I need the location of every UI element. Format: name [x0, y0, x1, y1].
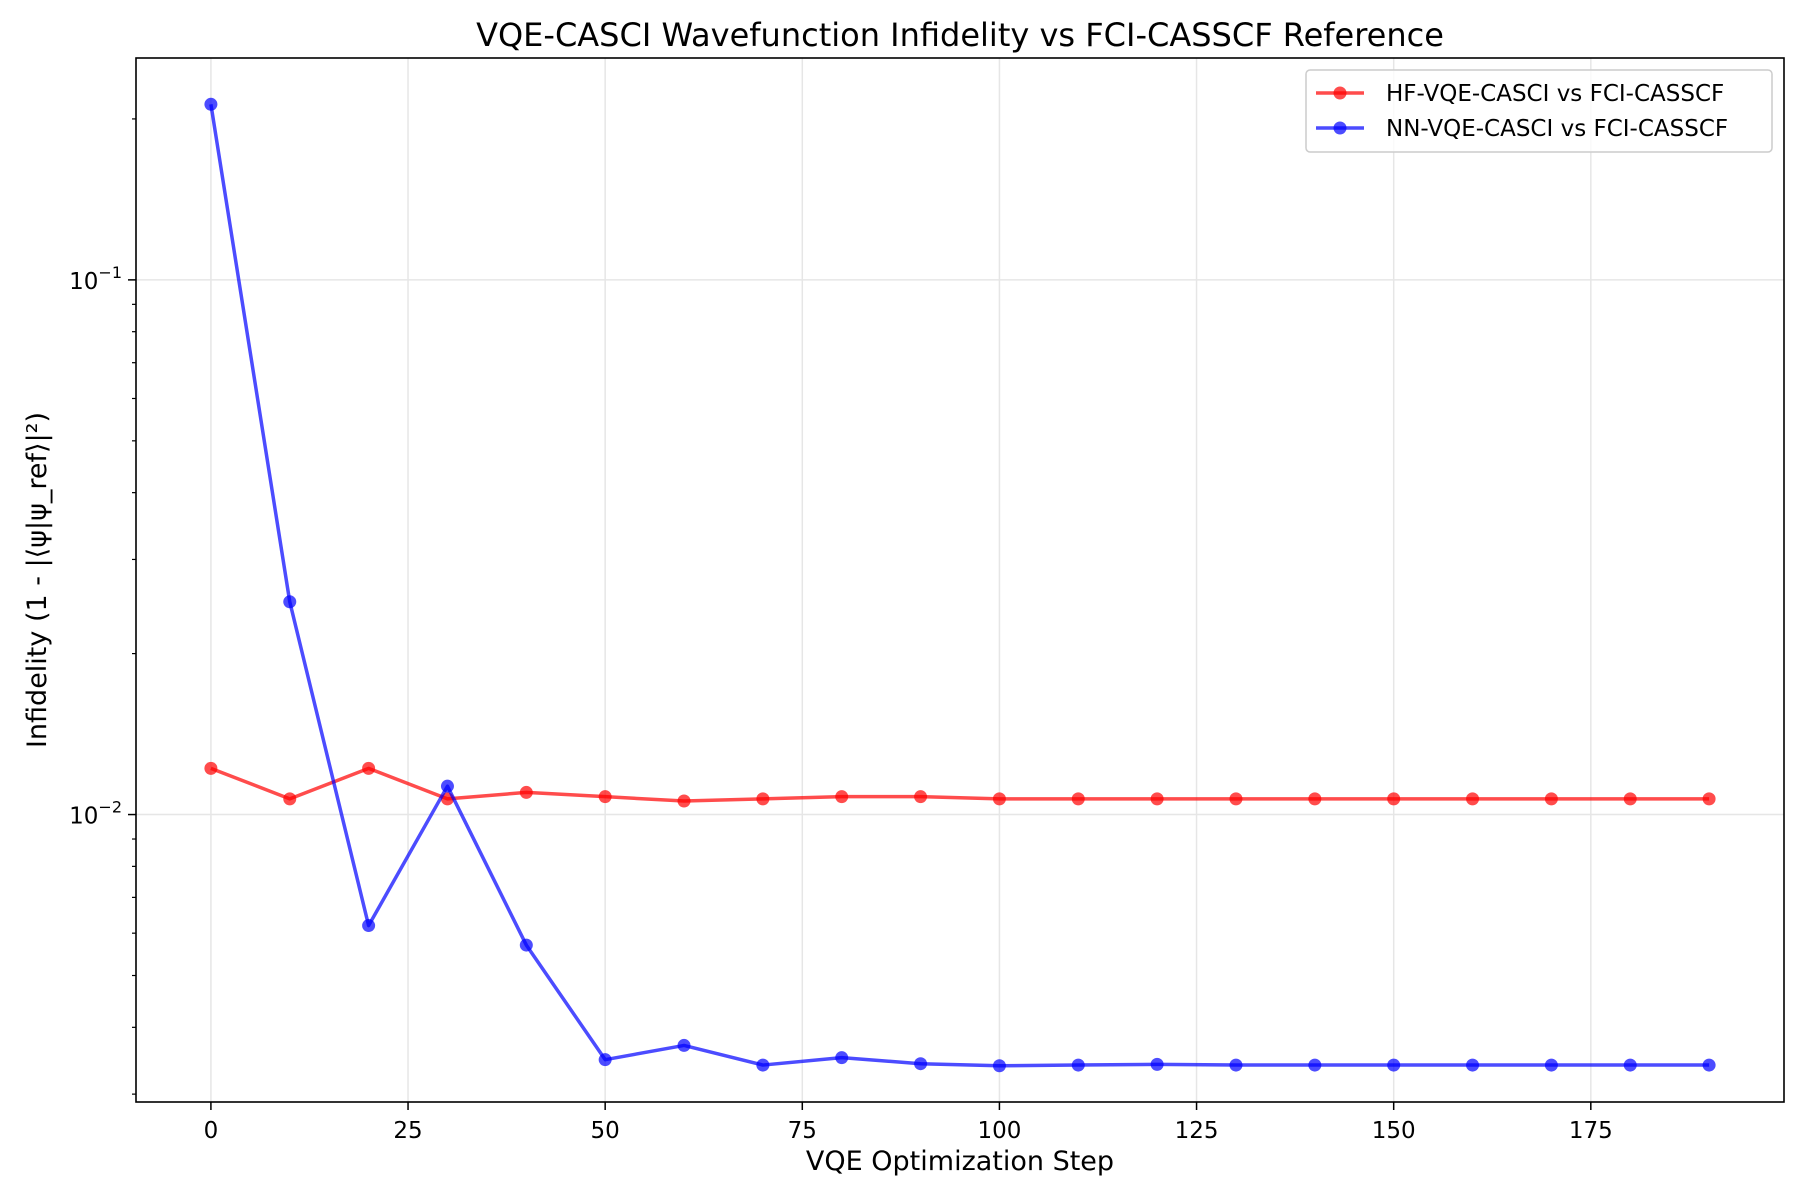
- legend-label-hf: HF-VQE-CASCI vs FCI-CASSCF: [1386, 81, 1724, 107]
- plot-series: [204, 97, 1716, 1073]
- data-point: [1623, 792, 1637, 806]
- legend-label-nn: NN-VQE-CASCI vs FCI-CASSCF: [1386, 116, 1728, 142]
- y-tick-label: 10−2: [69, 798, 122, 830]
- data-point: [519, 938, 533, 952]
- data-point: [1544, 1058, 1558, 1072]
- data-point: [756, 1058, 770, 1072]
- data-point: [1229, 792, 1243, 806]
- data-point: [283, 595, 297, 609]
- data-point: [362, 919, 376, 933]
- series-nn: [204, 97, 1716, 1073]
- data-point: [835, 1051, 849, 1065]
- data-point: [1071, 1058, 1085, 1072]
- legend: HF-VQE-CASCI vs FCI-CASSCF NN-VQE-CASCI …: [1305, 69, 1773, 153]
- data-point: [1466, 792, 1480, 806]
- series-hf: [204, 761, 1716, 808]
- data-point: [1387, 792, 1401, 806]
- x-axis-label: VQE Optimization Step: [806, 1146, 1114, 1177]
- data-point: [1308, 792, 1322, 806]
- series-line: [210, 766, 1710, 803]
- x-tick-label: 125: [1175, 1118, 1219, 1144]
- data-point: [835, 790, 849, 804]
- legend-marker-nn: [1333, 121, 1347, 135]
- chart-title: VQE-CASCI Wavefunction Infidelity vs FCI…: [476, 16, 1444, 54]
- data-point: [1544, 792, 1558, 806]
- data-point: [756, 792, 770, 806]
- x-tick-label: 150: [1372, 1118, 1416, 1144]
- data-point: [204, 761, 218, 775]
- data-point: [1150, 1057, 1164, 1071]
- data-point: [914, 790, 928, 804]
- data-point: [1466, 1058, 1480, 1072]
- data-point: [598, 1053, 612, 1067]
- x-tick-label: 100: [977, 1118, 1021, 1144]
- x-tick-label: 50: [591, 1118, 620, 1144]
- x-tick-label: 175: [1569, 1118, 1613, 1144]
- plot-frame: [135, 57, 1785, 1103]
- legend-box: [1305, 69, 1773, 153]
- y-tick-label: 10−1: [69, 263, 122, 295]
- data-point: [677, 1038, 691, 1052]
- data-point: [677, 794, 691, 808]
- data-point: [992, 792, 1006, 806]
- data-point: [1623, 1058, 1637, 1072]
- data-point: [1229, 1058, 1243, 1072]
- x-tick-label: 75: [788, 1118, 817, 1144]
- data-point: [914, 1057, 928, 1071]
- y-axis-label: Infidelity (1 - |⟨ψ|ψ_ref⟩|²): [22, 412, 53, 748]
- data-point: [1702, 1058, 1716, 1072]
- data-point: [1308, 1058, 1322, 1072]
- x-tick-label: 25: [393, 1118, 422, 1144]
- data-point: [283, 792, 297, 806]
- data-point: [1702, 792, 1716, 806]
- data-point: [992, 1059, 1006, 1073]
- legend-marker-hf: [1333, 86, 1347, 100]
- data-point: [1387, 1058, 1401, 1072]
- x-tick-label: 0: [204, 1118, 219, 1144]
- data-point: [1071, 792, 1085, 806]
- series-line: [209, 104, 1710, 1068]
- axis-ticks: 0 25 50 75 100 125 150 175 10−1 10−2: [69, 118, 1613, 1144]
- data-point: [1150, 792, 1164, 806]
- data-point: [362, 761, 376, 775]
- grid: [136, 58, 1784, 1102]
- data-point: [519, 785, 533, 799]
- data-point: [440, 779, 454, 793]
- data-point: [204, 97, 218, 111]
- data-point: [598, 790, 612, 804]
